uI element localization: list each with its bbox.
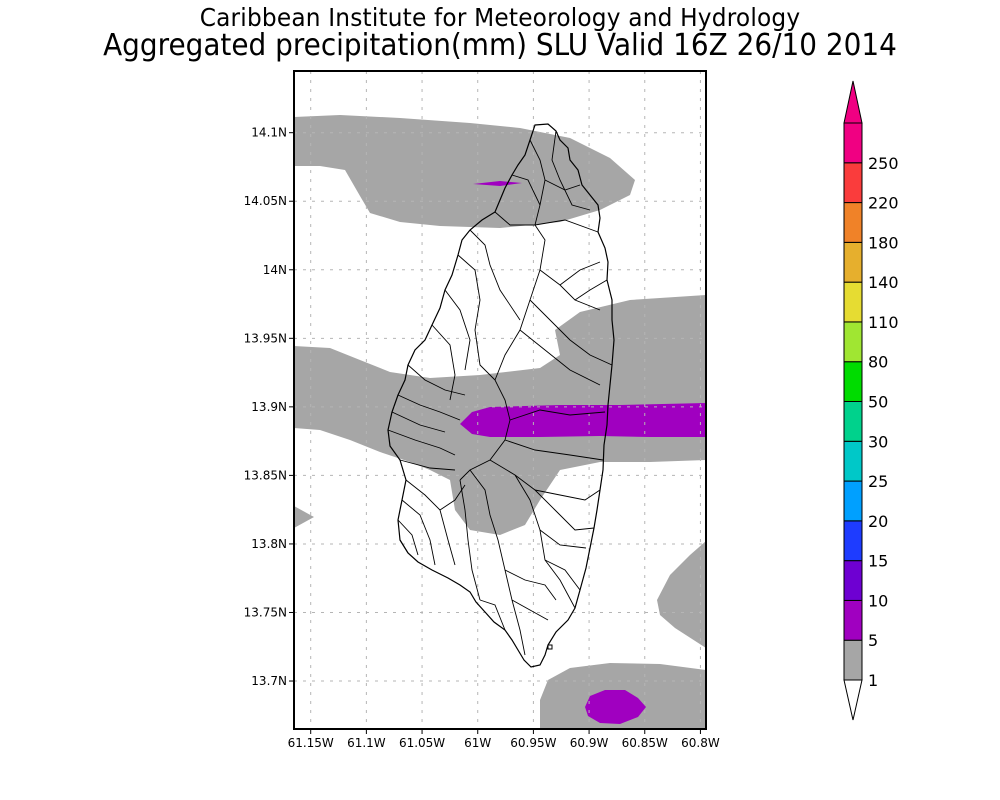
colorbar-swatch [843,122,863,164]
colorbar-label: 50 [868,393,888,412]
colorbar-swatch [843,162,863,204]
y-tick-label: 13.75N [244,605,287,619]
x-tick-label: 60.8W [681,736,720,750]
precip-area-5-10mm-north [473,181,522,186]
colorbar-swatch [843,361,863,403]
y-tick-label: 13.7N [251,674,287,688]
precip-area-1-5mm-east [657,541,706,648]
colorbar-label: 140 [868,273,899,292]
colorbar-swatch [843,321,863,363]
colorbar-label: 20 [868,512,888,531]
precip-area-1-5mm-north [294,115,635,228]
y-tick-label: 14N [263,263,287,277]
plot-frame [293,70,707,730]
chart-title-product: Aggregated precipitation(mm) SLU Valid 1… [103,28,897,63]
precip-area-5-10mm-band [460,403,706,437]
colorbar-swatch [843,202,863,243]
colorbar-label: 10 [868,591,888,610]
x-tick-label: 60.9W [570,736,609,750]
colorbar-label: 15 [868,552,888,571]
colorbar-label: 5 [868,631,878,650]
precip-fields [294,115,706,729]
colorbar-min-arrow [843,679,863,721]
y-tick-label: 13.8N [251,537,287,551]
x-tick-label: 61.15W [288,736,334,750]
colorbar-label: 30 [868,432,888,451]
colorbar-label: 180 [868,233,899,252]
colorbar-swatch [843,560,863,601]
x-tick-label: 61.1W [347,736,386,750]
x-tick-label: 60.85W [622,736,668,750]
graticule [294,71,706,729]
colorbar-label: 25 [868,472,888,491]
precip-area-5-10mm-south [585,690,646,724]
x-tick-label: 61W [464,736,491,750]
island-outline [387,123,615,668]
precip-area-1-5mm-west [294,506,314,528]
river-network [387,130,613,656]
x-axis: 61.15W 61.1W 61.05W 61W 60.95W 60.9W 60.85W 60.… [288,729,720,750]
y-axis: 14.1N 14.05N 14N 13.95N 13.9N 13.85N 13.8N 13.7… [244,126,294,688]
colorbar-label: 1 [868,671,878,690]
y-tick-label: 13.9N [251,400,287,414]
colorbar-swatch [843,520,863,562]
colorbar-label: 220 [868,194,899,213]
islet [547,644,553,650]
colorbar-swatch [843,401,863,442]
colorbar-label: 110 [868,313,899,332]
colorbar-swatch [843,241,863,283]
colorbar-max-arrow [843,80,863,124]
y-tick-label: 13.85N [244,468,287,482]
colorbar-label: 250 [868,154,899,173]
chart-title-institution: Caribbean Institute for Meteorology and … [199,3,801,32]
colorbar-label: 80 [868,353,888,372]
colorbar-swatch [843,281,863,323]
colorbar-swatch [843,440,863,482]
colorbar-swatch [843,599,863,641]
y-tick-label: 14.1N [251,126,287,140]
y-tick-label: 14.05N [244,194,287,208]
x-tick-label: 60.95W [510,736,556,750]
colorbar-swatch [843,480,863,522]
colorbar-swatch [843,639,863,681]
y-tick-label: 13.95N [244,331,287,345]
x-tick-label: 61.05W [399,736,445,750]
